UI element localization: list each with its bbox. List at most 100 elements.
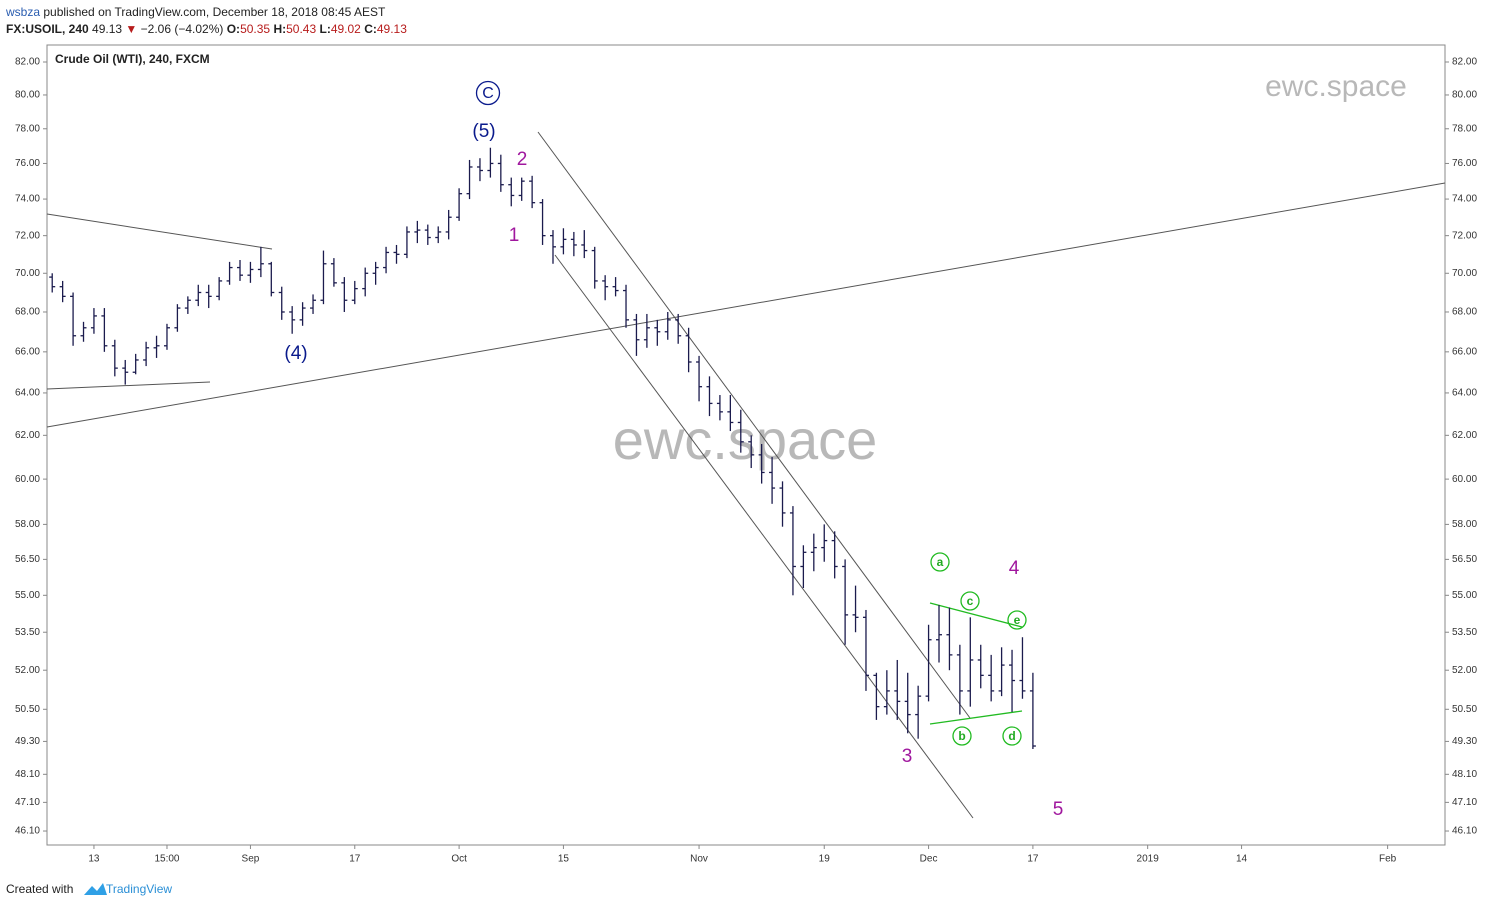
x-tick-label: Nov: [690, 854, 708, 865]
y-tick-label: 82.00: [1452, 57, 1477, 68]
published: published on TradingView.com, December 1…: [43, 5, 386, 19]
y-tick-label: 55.00: [1452, 590, 1477, 601]
triangle-line: [929, 602, 1023, 628]
channel-line: [537, 131, 971, 719]
y-tick-label: 76.00: [15, 158, 40, 169]
y-tick-label: 46.10: [1452, 826, 1477, 837]
y-tick-label: 49.30: [1452, 736, 1477, 747]
y-tick-label: 66.00: [15, 346, 40, 357]
wave-label: (4): [284, 343, 307, 364]
y-tick-label: 60.00: [1452, 474, 1477, 485]
y-tick-label: 74.00: [1452, 194, 1477, 205]
y-tick-label: 58.00: [1452, 519, 1477, 530]
wave-label: b: [958, 729, 965, 743]
y-tick-label: 70.00: [15, 268, 40, 279]
wave-label: 2: [517, 149, 528, 170]
y-tick-label: 78.00: [15, 123, 40, 134]
close-label: C:: [364, 22, 377, 36]
x-tick-label: 2019: [1137, 854, 1160, 865]
y-tick-label: 74.00: [15, 194, 40, 205]
plot-frame: [46, 44, 1446, 846]
open: 50.35: [240, 22, 271, 36]
y-tick-label: 56.50: [15, 554, 40, 565]
y-tick-label: 56.50: [1452, 554, 1477, 565]
y-tick-label: 50.50: [15, 704, 40, 715]
y-tick-label: 60.00: [15, 474, 40, 485]
quote-line: FX:USOIL, 240 49.13 ▼ −2.06 (−4.02%) O:5…: [6, 22, 407, 36]
y-tick-label: 80.00: [15, 90, 40, 101]
last: 49.13: [92, 22, 123, 36]
symbol: FX:USOIL, 240: [6, 22, 89, 36]
y-tick-label: 62.00: [1452, 430, 1477, 441]
wave-circle: [952, 726, 972, 746]
x-tick-label: Feb: [1379, 854, 1397, 865]
publish-line: wsbza published on TradingView.com, Dece…: [6, 5, 385, 19]
y-tick-label: 50.50: [1452, 704, 1477, 715]
brand-logo: [84, 883, 107, 895]
y-tick-label: 62.00: [15, 430, 40, 441]
y-tick-label: 47.10: [1452, 797, 1477, 808]
high-label: H:: [273, 22, 287, 36]
y-tick-label: 64.00: [1452, 388, 1477, 399]
y-tick-label: 80.00: [1452, 90, 1477, 101]
wave-label: 3: [902, 746, 913, 767]
footer-text: Created with: [6, 882, 73, 896]
y-tick-label: 58.00: [15, 519, 40, 530]
publisher[interactable]: wsbza: [6, 5, 41, 19]
y-tick-label: 66.00: [1452, 346, 1477, 357]
y-tick-label: 72.00: [15, 230, 40, 241]
high: 50.43: [286, 22, 317, 36]
x-tick-label: 17: [1027, 854, 1039, 865]
wave-circle: [1002, 726, 1022, 746]
y-tick-label: 48.10: [1452, 769, 1477, 780]
trend-line: [46, 213, 273, 250]
trend-line: [46, 381, 211, 390]
wave-label: d: [1008, 729, 1015, 743]
wave-circle: [930, 552, 950, 572]
wave-circle: [960, 591, 980, 611]
x-tick-label: 15:00: [154, 854, 179, 865]
x-tick-label: Sep: [242, 854, 260, 865]
wave-label: 1: [509, 225, 520, 246]
y-tick-label: 47.10: [15, 797, 40, 808]
channel-line: [554, 254, 974, 819]
y-tick-label: 52.00: [1452, 665, 1477, 676]
y-tick-label: 70.00: [1452, 268, 1477, 279]
triangle-line: [929, 710, 1023, 725]
wave-circle: [1007, 610, 1027, 630]
y-tick-label: 68.00: [1452, 307, 1477, 318]
y-tick-label: 82.00: [15, 57, 40, 68]
wave-label: e: [1014, 613, 1021, 627]
y-tick-label: 49.30: [15, 736, 40, 747]
y-tick-label: 68.00: [15, 307, 40, 318]
arrow: ▼: [125, 22, 138, 36]
wave-circle: [475, 80, 501, 106]
open-label: O:: [226, 22, 241, 36]
x-tick-label: 14: [1236, 854, 1248, 865]
wave-label: C: [482, 85, 494, 102]
change: −2.06 (−4.02%): [140, 22, 224, 36]
brand[interactable]: TradingView: [106, 882, 172, 896]
y-tick-label: 64.00: [15, 388, 40, 399]
low-label: L:: [319, 22, 331, 36]
trend-line: [46, 182, 1446, 428]
close: 49.13: [376, 22, 407, 36]
y-tick-label: 52.00: [15, 665, 40, 676]
wave-label: 4: [1009, 558, 1020, 579]
y-tick-label: 55.00: [15, 590, 40, 601]
y-tick-label: 48.10: [15, 769, 40, 780]
y-tick-label: 53.50: [15, 627, 40, 638]
wave-label: a: [937, 555, 944, 569]
wave-label: c: [967, 594, 974, 608]
x-tick-label: 13: [88, 854, 100, 865]
y-tick-label: 78.00: [1452, 123, 1477, 134]
x-tick-label: Oct: [451, 854, 467, 865]
chart-title: Crude Oil (WTI), 240, FXCM: [55, 52, 210, 66]
y-tick-label: 72.00: [1452, 230, 1477, 241]
x-tick-label: 19: [819, 854, 831, 865]
x-tick-label: 17: [349, 854, 361, 865]
watermark: ewc.space: [1265, 70, 1407, 103]
watermark: ewc.space: [613, 408, 878, 471]
